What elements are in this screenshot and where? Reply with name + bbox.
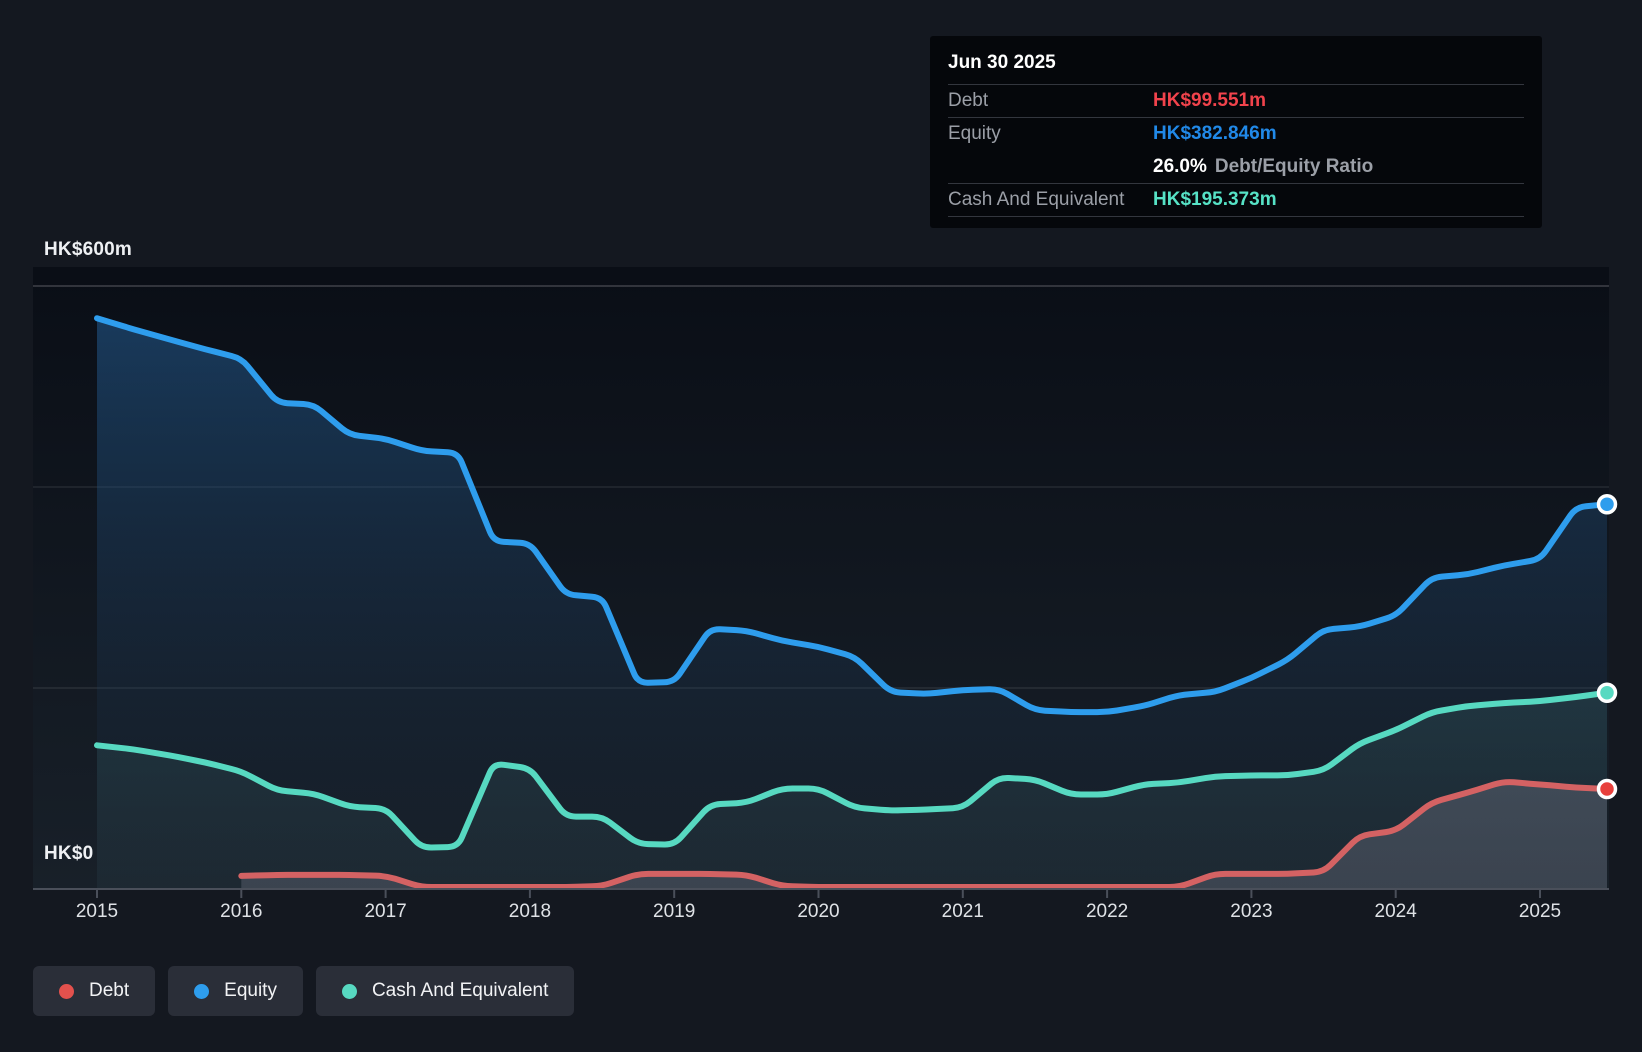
tooltip-row-equity: Equity HK$382.846m — [948, 117, 1524, 150]
y-axis-label-max: HK$600m — [44, 239, 133, 260]
tooltip-row-cash: Cash And Equivalent HK$195.373m — [948, 183, 1524, 216]
x-axis-label-2024: 2024 — [1374, 901, 1417, 922]
x-axis-label-2023: 2023 — [1230, 901, 1273, 922]
equity-endpoint-marker[interactable] — [1596, 493, 1618, 515]
debt-line — [238, 779, 1609, 889]
debt-endpoint-marker[interactable] — [1596, 778, 1618, 800]
tooltip-cash-value: HK$195.373m — [1153, 189, 1277, 210]
tooltip-cash-label: Cash And Equivalent — [948, 189, 1125, 210]
x-axis-label-2025: 2025 — [1518, 901, 1562, 922]
x-axis-label-2017: 2017 — [364, 901, 407, 922]
legend-item-debt[interactable]: Debt — [33, 966, 156, 1016]
x-axis-label-2016: 2016 — [220, 901, 263, 922]
legend-cash-label: Cash And Equivalent — [371, 980, 549, 1001]
x-axis-label-2022: 2022 — [1085, 901, 1129, 922]
x-axis-label-2021: 2021 — [941, 901, 984, 922]
cash-dot-icon — [341, 983, 357, 999]
tooltip-date: Jun 30 2025 — [948, 52, 1056, 73]
tooltip-equity-value: HK$382.846m — [1153, 123, 1277, 144]
x-axis-label-2018: 2018 — [508, 901, 552, 922]
tooltip-divider — [948, 216, 1524, 217]
x-axis-label-2020: 2020 — [797, 901, 840, 922]
equity-line — [94, 315, 1609, 716]
equity-dot-icon — [194, 983, 210, 999]
chart-tooltip: Jun 30 2025 Debt HK$99.551m Equity HK$38… — [930, 36, 1542, 228]
y-axis-label-zero: HK$0 — [44, 843, 94, 864]
plot-area[interactable] — [94, 315, 1609, 889]
cash-line — [94, 689, 1609, 851]
tooltip-debt-label: Debt — [948, 90, 989, 111]
debt-dot-icon — [59, 983, 74, 999]
equity-area-fill — [97, 318, 1607, 889]
legend-debt-label: Debt — [89, 980, 130, 1001]
tooltip-debt-value: HK$99.551m — [1153, 90, 1267, 111]
tooltip-row-ratio: 26.0% Debt/Equity Ratio — [948, 150, 1524, 183]
cash-endpoint-marker[interactable] — [1596, 682, 1618, 703]
x-axis-label-2019: 2019 — [653, 901, 696, 922]
legend-item-cash[interactable]: Cash And Equivalent — [315, 966, 575, 1016]
tooltip-equity-label: Equity — [948, 123, 1001, 144]
x-axis-label-2015: 2015 — [75, 901, 119, 922]
legend-equity-label: Equity — [224, 980, 277, 1001]
chart-legend: Debt Equity Cash And Equivalent — [33, 966, 575, 1016]
tooltip-ratio-label: Debt/Equity Ratio — [1214, 155, 1374, 177]
legend-item-equity[interactable]: Equity — [168, 966, 303, 1016]
cash-area-fill — [97, 692, 1607, 889]
tooltip-row-debt: Debt HK$99.551m — [948, 84, 1524, 117]
tooltip-ratio-value: 26.0% — [1153, 155, 1207, 177]
